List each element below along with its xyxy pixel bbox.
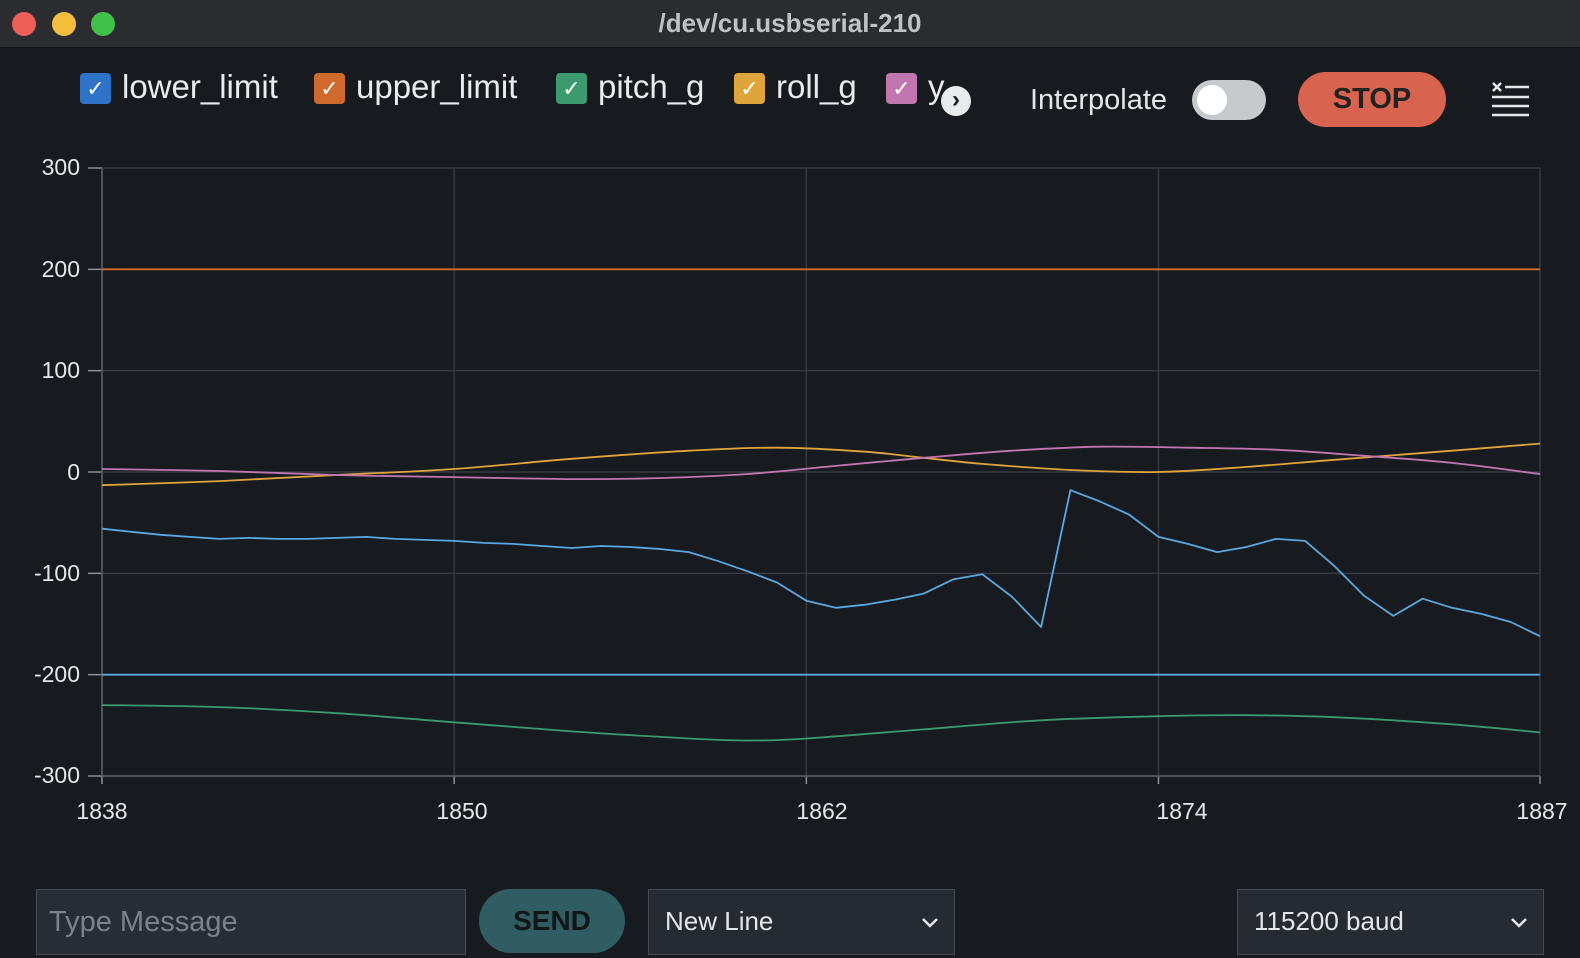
legend-checkbox-upper-limit[interactable]: ✓ [314, 73, 345, 104]
legend-label-roll-g: roll_g [776, 68, 857, 105]
series-line-series-6 [101, 489, 1541, 638]
legend-overflow-area: ✓ y [885, 62, 945, 114]
y-tick-label: 300 [41, 154, 80, 180]
clear-output-icon[interactable] [1490, 80, 1530, 120]
toggle-knob [1197, 85, 1227, 115]
legend-label-lower-limit: lower_limit [122, 68, 278, 105]
y-tick-label: 0 [67, 459, 80, 485]
y-tick-label: 200 [41, 256, 80, 282]
legend-label-pitch-g: pitch_g [598, 68, 705, 105]
line-ending-select[interactable]: New Line [648, 889, 955, 955]
zoom-window-button[interactable] [91, 12, 115, 36]
series-line-pitch-g [101, 704, 1541, 742]
x-tick-label: 1838 [76, 798, 128, 824]
legend-checkbox-lower-limit[interactable]: ✓ [80, 73, 111, 104]
y-tick-label: 100 [41, 357, 80, 383]
window-title: /dev/cu.usbserial-210 [658, 8, 922, 38]
stop-button[interactable]: STOP [1298, 72, 1446, 127]
legend-label-upper-limit: upper_limit [356, 68, 518, 105]
x-tick-label: 1862 [796, 798, 848, 824]
send-button[interactable]: SEND [479, 889, 625, 953]
series-line-y [101, 445, 1541, 481]
x-tick-label: 1850 [436, 798, 488, 824]
legend-scroll-right-icon[interactable]: › [941, 86, 971, 116]
chevron-down-icon [1511, 918, 1527, 928]
interpolate-label: Interpolate [1030, 84, 1168, 116]
close-window-button[interactable] [12, 12, 36, 36]
baud-rate-select[interactable]: 115200 baud [1237, 889, 1544, 955]
x-tick-label: 1874 [1156, 798, 1208, 824]
series-line-roll-g [101, 442, 1541, 487]
legend-checkbox-pitch-g[interactable]: ✓ [556, 73, 587, 104]
y-tick-label: -100 [33, 560, 80, 586]
interpolate-toggle[interactable] [1192, 80, 1266, 120]
title-bar: /dev/cu.usbserial-210 [0, 0, 1580, 48]
minimize-window-button[interactable] [52, 12, 76, 36]
y-tick-label: -200 [33, 661, 80, 687]
y-tick-label: -300 [33, 762, 80, 788]
x-tick-label: 1887 [1516, 798, 1568, 824]
baud-rate-value: 115200 baud [1254, 906, 1404, 936]
legend-label-y: y [928, 68, 945, 105]
legend-checkbox-y[interactable]: ✓ [886, 73, 917, 104]
legend-checkbox-roll-g[interactable]: ✓ [734, 73, 765, 104]
chevron-down-icon [922, 918, 938, 928]
message-input[interactable] [36, 889, 466, 955]
line-ending-value: New Line [665, 906, 774, 936]
